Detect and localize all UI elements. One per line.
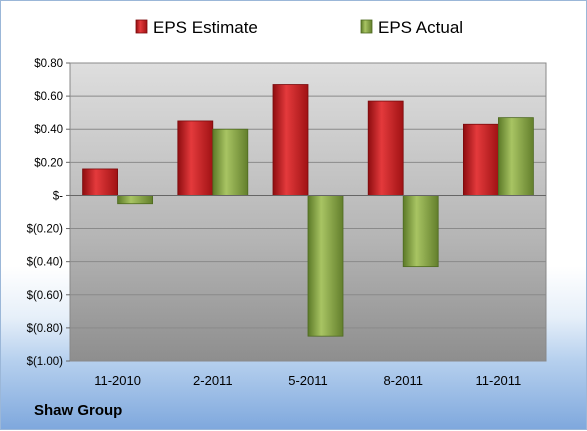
- legend-swatch: [360, 19, 373, 34]
- estimate-bar-2-2011: [177, 120, 214, 196]
- bars: [82, 84, 534, 337]
- y-tick-label: $(0.20): [27, 224, 64, 236]
- actual-bar-5-2011: [307, 195, 344, 337]
- y-tick-label: $0.60: [34, 91, 63, 103]
- x-tick-label: 11-2010: [94, 373, 141, 388]
- actual-bar-11-2011: [497, 117, 534, 196]
- actual-bar-11-2010: [117, 195, 153, 205]
- y-tick-label: $-: [53, 190, 63, 202]
- estimate-bar-5-2011: [272, 84, 309, 196]
- y-axis-ticks: $0.80 $0.60 $0.40 $0.20 $- $(0.20) $(0.40) $(0.…: [27, 58, 70, 368]
- y-tick-label: $0.80: [34, 58, 63, 70]
- estimate-bar-11-2010: [82, 168, 118, 196]
- y-tick-label: $(0.40): [27, 257, 64, 269]
- y-tick-label: $(0.60): [27, 290, 64, 302]
- x-tick-label: 2-2011: [193, 373, 233, 388]
- x-tick-label: 11-2011: [476, 373, 522, 388]
- actual-bar-8-2011: [402, 195, 439, 268]
- legend-swatch: [135, 19, 148, 34]
- y-tick-label: $(1.00): [27, 356, 64, 368]
- estimate-bar-11-2011: [462, 123, 499, 196]
- estimate-bar-8-2011: [367, 100, 404, 196]
- legend: EPS Estimate EPS Actual: [135, 18, 463, 37]
- y-tick-label: $0.40: [34, 124, 63, 136]
- y-tick-label: $0.20: [34, 157, 63, 169]
- x-tick-label: 5-2011: [288, 373, 328, 388]
- company-name: Shaw Group: [34, 402, 123, 419]
- y-tick-label: $(0.80): [27, 323, 64, 335]
- actual-bar-2-2011: [212, 128, 249, 196]
- legend-label: EPS Estimate: [153, 18, 258, 37]
- legend-label: EPS Actual: [378, 18, 463, 37]
- x-axis-ticks: 11-2010 2-2011 5-2011 8-2011 11-2011: [94, 373, 521, 388]
- x-tick-label: 8-2011: [383, 373, 423, 388]
